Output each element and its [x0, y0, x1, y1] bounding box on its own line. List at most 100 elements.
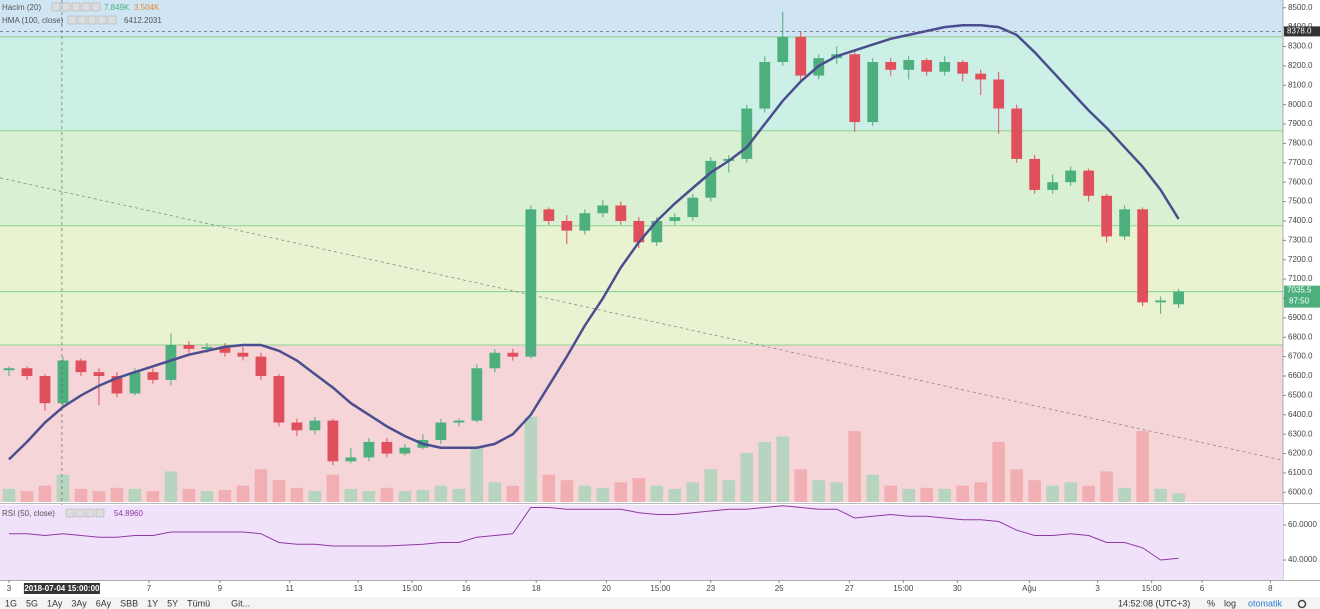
legend-button[interactable]: [65, 508, 75, 518]
legend-text: 6412.2031: [124, 16, 162, 25]
candle-body: [1029, 158, 1041, 190]
candle-body: [507, 352, 519, 357]
candle-body: [1101, 195, 1113, 237]
volume-bar: [740, 452, 754, 502]
volume-bar: [272, 480, 286, 502]
candle-body: [1047, 182, 1059, 190]
y-tick-label: 6600.0: [1288, 371, 1313, 380]
volume-bar: [848, 431, 862, 502]
candle-body: [237, 352, 249, 357]
y-tick-label: 8000.0: [1288, 100, 1313, 109]
auto-toggle[interactable]: otomatik: [1248, 598, 1283, 608]
legend-button[interactable]: [51, 2, 61, 12]
y-tick-label: 8300.0: [1288, 42, 1313, 51]
y-tick-label: 7300.0: [1288, 235, 1313, 244]
range-button[interactable]: 5G: [26, 598, 38, 608]
legend-button[interactable]: [71, 2, 81, 12]
range-button[interactable]: 1Y: [147, 598, 158, 608]
last-price: 7035.5: [1287, 286, 1312, 295]
x-tick-label: 23: [706, 584, 715, 593]
volume-bar: [1028, 480, 1041, 502]
range-button[interactable]: Tümü: [187, 598, 210, 608]
log-toggle[interactable]: log: [1224, 598, 1236, 608]
candle-body: [1137, 209, 1149, 303]
volume-bar: [146, 491, 160, 502]
legend-text: Hacim (20): [2, 3, 41, 12]
crosshair-time-box: [23, 583, 100, 594]
goto-button[interactable]: Git...: [231, 598, 250, 608]
candle-body: [957, 62, 969, 74]
candle-body: [273, 376, 285, 423]
range-button[interactable]: 3Ay: [71, 598, 87, 608]
candle-body: [471, 368, 483, 421]
y-tick-label: 6000.0: [1288, 487, 1313, 496]
candle-body: [921, 60, 933, 72]
legend-button[interactable]: [77, 15, 87, 25]
volume-bar: [308, 491, 322, 502]
volume-bar: [884, 485, 898, 502]
x-tick-label: 27: [845, 584, 854, 593]
candle-body: [93, 372, 105, 377]
toolbar: [0, 597, 1320, 609]
candle-body: [165, 345, 177, 380]
toolbar-time: 14:52:08 (UTC+3): [1118, 598, 1190, 608]
y-tick-label: 6700.0: [1288, 352, 1313, 361]
x-tick-label: 15:00: [1142, 584, 1163, 593]
legend-button[interactable]: [75, 508, 85, 518]
candle-body: [939, 62, 951, 72]
candle-body: [309, 420, 321, 431]
range-button[interactable]: SBB: [120, 598, 138, 608]
y-tick-label: 6400.0: [1288, 410, 1313, 419]
legend-button[interactable]: [67, 15, 77, 25]
volume-bar: [38, 485, 52, 502]
volume-bar: [668, 488, 682, 502]
volume-bar: [1118, 487, 1131, 502]
legend-button[interactable]: [81, 2, 91, 12]
countdown: 87:50: [1289, 297, 1310, 306]
volume-bar: [1010, 469, 1023, 502]
volume-bar: [722, 480, 736, 502]
y-tick-label: 7800.0: [1288, 139, 1313, 148]
range-button[interactable]: 1Ay: [47, 598, 63, 608]
y-tick-label: 7600.0: [1288, 177, 1313, 186]
candle-body: [633, 220, 645, 243]
percent-toggle[interactable]: %: [1207, 598, 1215, 608]
volume-bar: [2, 488, 16, 502]
legend-button[interactable]: [107, 15, 117, 25]
x-tick-label: 16: [462, 584, 471, 593]
price-zone: [0, 345, 1283, 502]
candle-body: [1155, 300, 1167, 303]
legend-button[interactable]: [91, 2, 101, 12]
x-tick-label: 13: [354, 584, 363, 593]
settings-icon[interactable]: [1297, 599, 1307, 609]
volume-bar: [938, 488, 952, 502]
volume-bar: [128, 488, 142, 502]
legend-button[interactable]: [87, 15, 97, 25]
volume-bar: [20, 491, 34, 502]
candle-body: [57, 360, 69, 404]
candle-body: [183, 345, 195, 349]
candle-body: [327, 420, 339, 462]
y-tick-label: 8200.0: [1288, 61, 1313, 70]
volume-bar: [290, 487, 304, 502]
crosshair-price-box: [1284, 26, 1320, 37]
x-tick-label: 3: [1095, 584, 1100, 593]
candle-body: [147, 372, 159, 380]
x-tick-label: 20: [602, 584, 611, 593]
range-button[interactable]: 1G: [5, 598, 17, 608]
candle-body: [525, 209, 537, 357]
legend-button[interactable]: [85, 508, 95, 518]
y-tick-label: 7500.0: [1288, 197, 1313, 206]
legend-button[interactable]: [97, 15, 107, 25]
volume-bar: [1136, 431, 1149, 502]
x-tick-label: 9: [218, 584, 223, 593]
x-tick-label: 25: [775, 584, 784, 593]
volume-bar: [326, 474, 340, 502]
range-button[interactable]: 5Y: [167, 598, 178, 608]
last-price-box: [1284, 285, 1320, 308]
legend-button[interactable]: [61, 2, 71, 12]
candle-body: [669, 217, 681, 221]
range-button[interactable]: 6Ay: [96, 598, 112, 608]
candle-body: [111, 376, 123, 394]
legend-button[interactable]: [95, 508, 105, 518]
